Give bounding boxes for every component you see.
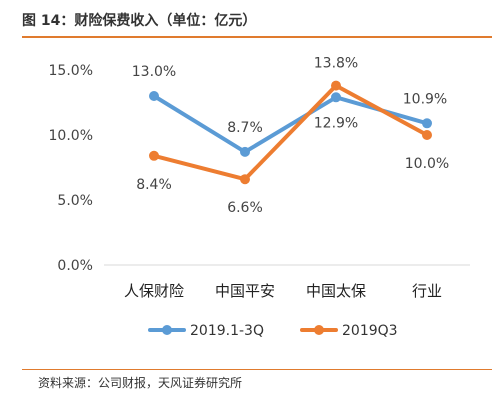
data-point <box>422 130 432 140</box>
data-label: 8.4% <box>136 177 172 193</box>
y-tick-label: 0.0% <box>57 258 93 274</box>
source-note: 资料来源：公司财报，天风证券研究所 <box>38 376 243 390</box>
legend-swatch-marker <box>314 325 324 335</box>
data-point <box>240 174 250 185</box>
data-label: 13.8% <box>314 56 358 72</box>
series-line-1 <box>152 94 429 154</box>
legend-label: 2019Q3 <box>342 323 398 339</box>
legend-swatch-marker <box>162 325 172 335</box>
data-labels: 13.0% 8.7% 12.9% 10.9% 8.4% 6.6% 13.8% 10.0% <box>132 56 449 217</box>
y-tick-label: 10.0% <box>49 128 93 144</box>
series-line-2 <box>152 83 429 182</box>
data-label: 8.7% <box>227 120 263 136</box>
legend: 2019.1-3Q 2019Q3 <box>148 323 398 339</box>
legend-label: 2019.1-3Q <box>190 323 264 339</box>
data-point <box>422 118 432 129</box>
series-lines <box>152 83 429 182</box>
y-axis-ticks: 0.0% 5.0% 10.0% 15.0% <box>49 63 93 274</box>
data-point <box>149 91 159 101</box>
x-category-label: 中国太保 <box>306 282 366 300</box>
data-label: 13.0% <box>132 64 176 80</box>
data-point <box>331 92 341 103</box>
y-tick-label: 5.0% <box>57 193 93 209</box>
y-tick-label: 15.0% <box>49 63 93 79</box>
source-divider <box>22 369 492 370</box>
data-point <box>331 80 341 91</box>
data-label: 10.9% <box>403 91 447 107</box>
chart-title: 图 14：财险保费收入（单位：亿元） <box>22 13 257 29</box>
data-label: 6.6% <box>227 200 263 216</box>
x-category-label: 中国平安 <box>215 282 275 300</box>
x-category-label: 人保财险 <box>124 282 184 300</box>
title-underline <box>22 36 492 38</box>
x-axis-categories: 人保财险 中国平安 中国太保 行业 <box>124 282 442 300</box>
data-point <box>240 146 250 157</box>
data-label: 10.0% <box>405 156 449 172</box>
data-label: 12.9% <box>314 115 358 131</box>
data-point <box>149 150 159 161</box>
x-category-label: 行业 <box>412 282 442 300</box>
series-points <box>149 80 432 185</box>
